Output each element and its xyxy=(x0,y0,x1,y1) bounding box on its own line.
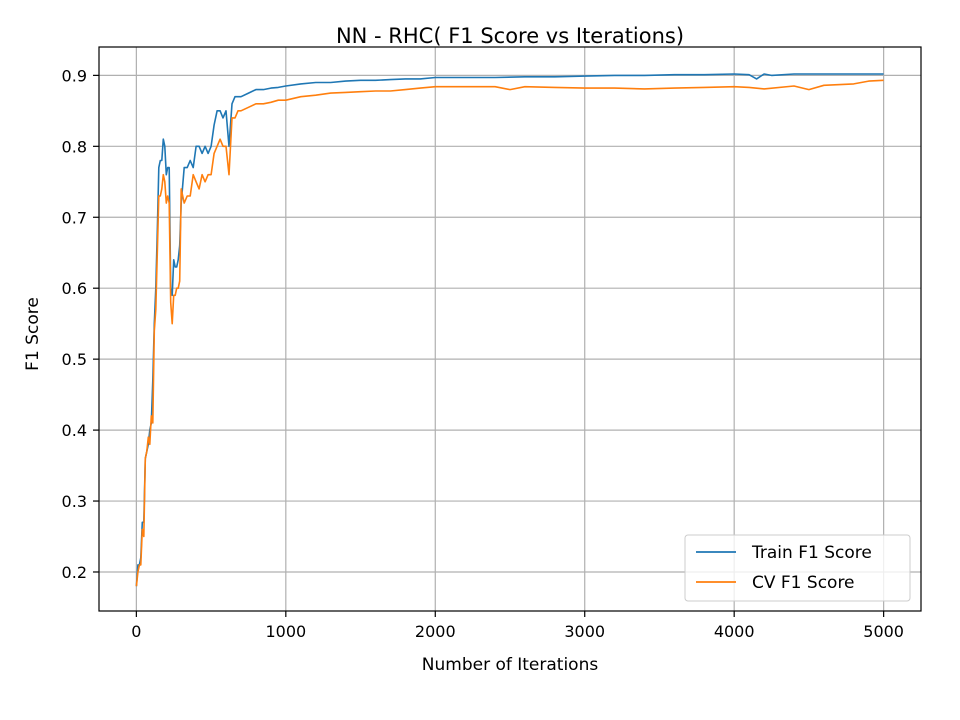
legend-label-cv: CV F1 Score xyxy=(752,573,855,593)
y-tick-label: 0.8 xyxy=(62,137,87,156)
x-axis-label: Number of Iterations xyxy=(422,655,599,675)
y-tick-label: 0.5 xyxy=(62,350,87,369)
chart-title: NN - RHC( F1 Score vs Iterations) xyxy=(336,24,684,48)
y-axis-ticks: 0.2 0.3 0.4 0.5 0.6 0.7 0.8 0.9 xyxy=(62,66,99,582)
y-axis-label: F1 Score xyxy=(23,297,43,371)
y-tick-label: 0.3 xyxy=(62,492,87,511)
legend-label-train: Train F1 Score xyxy=(751,543,872,563)
x-tick-label: 3000 xyxy=(564,622,605,641)
x-tick-label: 4000 xyxy=(714,622,755,641)
y-tick-label: 0.2 xyxy=(62,563,87,582)
y-tick-label: 0.7 xyxy=(62,208,87,227)
y-tick-label: 0.6 xyxy=(62,279,87,298)
y-tick-label: 0.9 xyxy=(62,66,87,85)
plot-frame xyxy=(98,46,922,612)
legend-box xyxy=(684,534,911,602)
x-axis-ticks: 0 1000 2000 3000 4000 5000 xyxy=(131,611,904,641)
legend: Train F1 Score CV F1 Score xyxy=(684,534,911,602)
cv-f1-line xyxy=(135,79,884,587)
x-tick-label: 0 xyxy=(131,622,141,641)
x-tick-label: 2000 xyxy=(415,622,456,641)
x-tick-label: 1000 xyxy=(265,622,306,641)
y-tick-label: 0.4 xyxy=(62,421,87,440)
series-group xyxy=(135,73,884,587)
x-tick-label: 5000 xyxy=(863,622,904,641)
